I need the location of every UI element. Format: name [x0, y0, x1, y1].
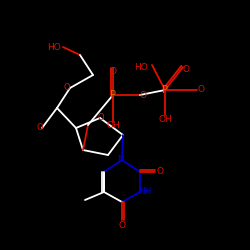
- Text: O: O: [156, 168, 164, 176]
- Text: P: P: [162, 85, 168, 95]
- Text: HO: HO: [47, 42, 61, 51]
- Text: HO: HO: [134, 64, 148, 72]
- Text: O: O: [140, 90, 146, 100]
- Text: O: O: [98, 112, 104, 122]
- Text: O: O: [198, 86, 204, 94]
- Text: O: O: [64, 84, 70, 92]
- Text: O: O: [118, 220, 126, 230]
- Text: OH: OH: [106, 122, 120, 130]
- Text: O: O: [182, 66, 190, 74]
- Text: OH: OH: [158, 116, 172, 124]
- Text: O: O: [110, 68, 116, 76]
- Text: NH: NH: [138, 188, 152, 196]
- Text: O: O: [37, 124, 43, 132]
- Text: N: N: [116, 156, 123, 164]
- Text: P: P: [110, 90, 116, 100]
